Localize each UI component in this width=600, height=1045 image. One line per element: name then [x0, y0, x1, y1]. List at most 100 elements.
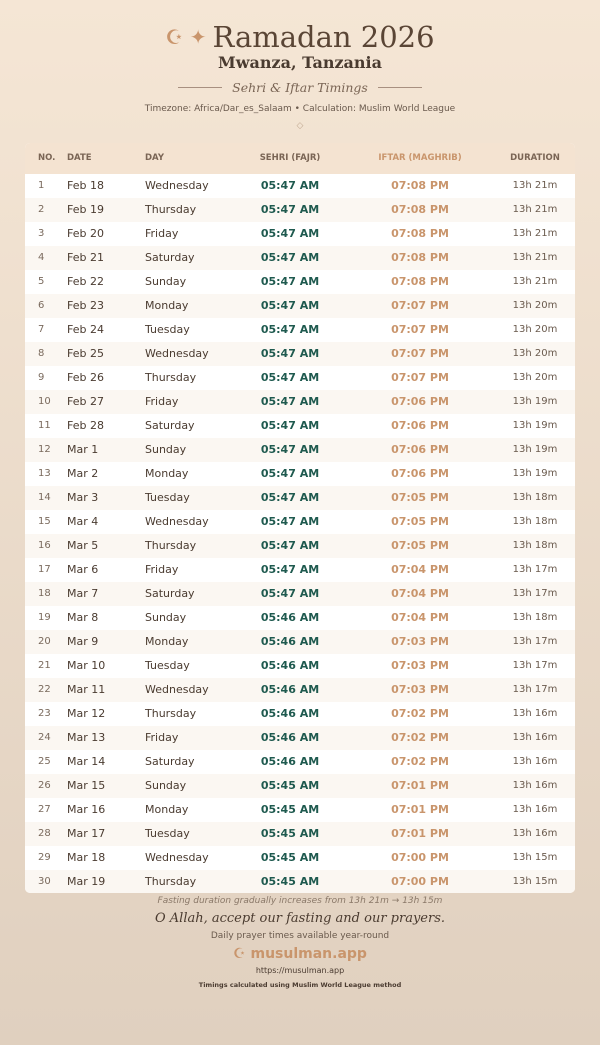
row-number: 24	[38, 732, 51, 743]
table-row: 7 Feb 24 Tuesday 05:47 AM 07:07 PM 13h 20m	[25, 318, 575, 342]
table-row: 21 Mar 10 Tuesday 05:46 AM 07:03 PM 13h 17m	[25, 654, 575, 678]
row-iftar: 07:07 PM	[391, 323, 449, 336]
table-row: 3 Feb 20 Friday 05:47 AM 07:08 PM 13h 21m	[25, 222, 575, 246]
row-number: 22	[38, 684, 51, 695]
row-iftar: 07:07 PM	[391, 299, 449, 312]
row-sehri: 05:46 AM	[260, 659, 320, 672]
table-body: 1 Feb 18 Wednesday 05:47 AM 07:08 PM 13h 21m 2…	[25, 174, 575, 893]
row-iftar: 07:00 PM	[391, 875, 449, 888]
row-day: Tuesday	[145, 659, 190, 672]
row-sehri: 05:46 AM	[260, 731, 320, 744]
row-date: Mar 4	[67, 515, 99, 528]
table-row: 4 Feb 21 Saturday 05:47 AM 07:08 PM 13h 21m	[25, 246, 575, 270]
table-row: 28 Mar 17 Tuesday 05:45 AM 07:01 PM 13h 16m	[25, 822, 575, 846]
row-day: Monday	[145, 299, 189, 312]
row-sehri: 05:47 AM	[260, 275, 320, 288]
row-duration: 13h 16m	[512, 756, 558, 767]
divider	[377, 87, 422, 88]
table-row: 10 Feb 27 Friday 05:47 AM 07:06 PM 13h 19m	[25, 390, 575, 414]
row-sehri: 05:47 AM	[260, 419, 320, 432]
row-iftar: 07:05 PM	[391, 515, 449, 528]
row-sehri: 05:46 AM	[260, 635, 320, 648]
table-row: 22 Mar 11 Wednesday 05:46 AM 07:03 PM 13h 17m	[25, 678, 575, 702]
crescent-star-icon: ☪ ✦	[165, 25, 207, 49]
row-date: Feb 28	[67, 419, 104, 432]
row-number: 27	[38, 804, 51, 815]
row-duration: 13h 16m	[512, 804, 558, 815]
row-number: 20	[38, 636, 51, 647]
row-date: Mar 19	[67, 875, 106, 888]
row-duration: 13h 17m	[512, 564, 558, 575]
title-text: Ramadan 2026	[212, 20, 435, 54]
row-day: Wednesday	[145, 851, 209, 864]
col-sehri: SEHRI (FAJR)	[259, 153, 321, 164]
row-day: Thursday	[145, 203, 197, 216]
row-number: 10	[38, 396, 51, 407]
site-url[interactable]: https://musulman.app	[255, 966, 345, 975]
row-iftar: 07:06 PM	[391, 419, 449, 432]
row-iftar: 07:08 PM	[391, 275, 449, 288]
diamond-icon: ◇	[296, 121, 304, 131]
col-date: DATE	[67, 153, 92, 164]
row-duration: 13h 15m	[512, 876, 558, 887]
row-day: Thursday	[145, 707, 197, 720]
subtitle-text: Sehri & Iftar Timings	[232, 80, 368, 95]
row-iftar: 07:08 PM	[391, 251, 449, 264]
row-duration: 13h 20m	[512, 324, 558, 335]
row-duration: 13h 19m	[512, 420, 558, 431]
subtitle: Sehri & Iftar Timings	[0, 80, 600, 96]
row-duration: 13h 19m	[512, 468, 558, 479]
row-duration: 13h 16m	[512, 828, 558, 839]
row-date: Feb 20	[67, 227, 104, 240]
row-iftar: 07:01 PM	[391, 827, 449, 840]
row-day: Friday	[145, 395, 179, 408]
row-sehri: 05:47 AM	[260, 395, 320, 408]
table-row: 11 Feb 28 Saturday 05:47 AM 07:06 PM 13h 19m	[25, 414, 575, 438]
row-number: 19	[38, 612, 51, 623]
table-row: 24 Mar 13 Friday 05:46 AM 07:02 PM 13h 16m	[25, 726, 575, 750]
row-date: Mar 16	[67, 803, 106, 816]
row-number: 6	[38, 300, 45, 311]
row-number: 4	[38, 252, 45, 263]
row-sehri: 05:47 AM	[260, 299, 320, 312]
row-duration: 13h 16m	[512, 732, 558, 743]
row-duration: 13h 16m	[512, 780, 558, 791]
brand[interactable]: ☪ musulman.app	[0, 946, 600, 963]
row-date: Mar 8	[67, 611, 99, 624]
row-duration: 13h 21m	[512, 252, 558, 263]
table-row: 30 Mar 19 Thursday 05:45 AM 07:00 PM 13h 15m	[25, 870, 575, 893]
row-duration: 13h 21m	[512, 228, 558, 239]
row-duration: 13h 17m	[512, 660, 558, 671]
table-row: 1 Feb 18 Wednesday 05:47 AM 07:08 PM 13h 21m	[25, 174, 575, 198]
row-duration: 13h 19m	[512, 396, 558, 407]
row-sehri: 05:47 AM	[260, 491, 320, 504]
row-iftar: 07:00 PM	[391, 851, 449, 864]
row-number: 3	[38, 228, 45, 239]
row-date: Mar 15	[67, 779, 106, 792]
table-row: 16 Mar 5 Thursday 05:47 AM 07:05 PM 13h 18m	[25, 534, 575, 558]
table-row: 26 Mar 15 Sunday 05:45 AM 07:01 PM 13h 16m	[25, 774, 575, 798]
row-iftar: 07:08 PM	[391, 227, 449, 240]
table-row: 8 Feb 25 Wednesday 05:47 AM 07:07 PM 13h 20m	[25, 342, 575, 366]
row-iftar: 07:02 PM	[391, 731, 449, 744]
row-number: 9	[38, 372, 45, 383]
row-duration: 13h 17m	[512, 588, 558, 599]
row-date: Feb 21	[67, 251, 104, 264]
row-iftar: 07:06 PM	[391, 467, 449, 480]
row-date: Mar 12	[67, 707, 106, 720]
row-number: 1	[38, 180, 45, 191]
row-day: Saturday	[145, 251, 195, 264]
row-day: Saturday	[145, 755, 195, 768]
col-no: NO.	[38, 153, 56, 164]
row-duration: 13h 15m	[512, 852, 558, 863]
row-day: Sunday	[145, 611, 187, 624]
row-number: 11	[38, 420, 51, 431]
timezone-info: Timezone: Africa/Dar_es_Salaam • Calcula…	[144, 104, 456, 114]
row-sehri: 05:47 AM	[260, 251, 320, 264]
row-number: 18	[38, 588, 51, 599]
row-date: Mar 5	[67, 539, 99, 552]
row-sehri: 05:47 AM	[260, 323, 320, 336]
row-iftar: 07:03 PM	[391, 659, 449, 672]
row-day: Tuesday	[145, 491, 190, 504]
row-sehri: 05:45 AM	[260, 851, 320, 864]
